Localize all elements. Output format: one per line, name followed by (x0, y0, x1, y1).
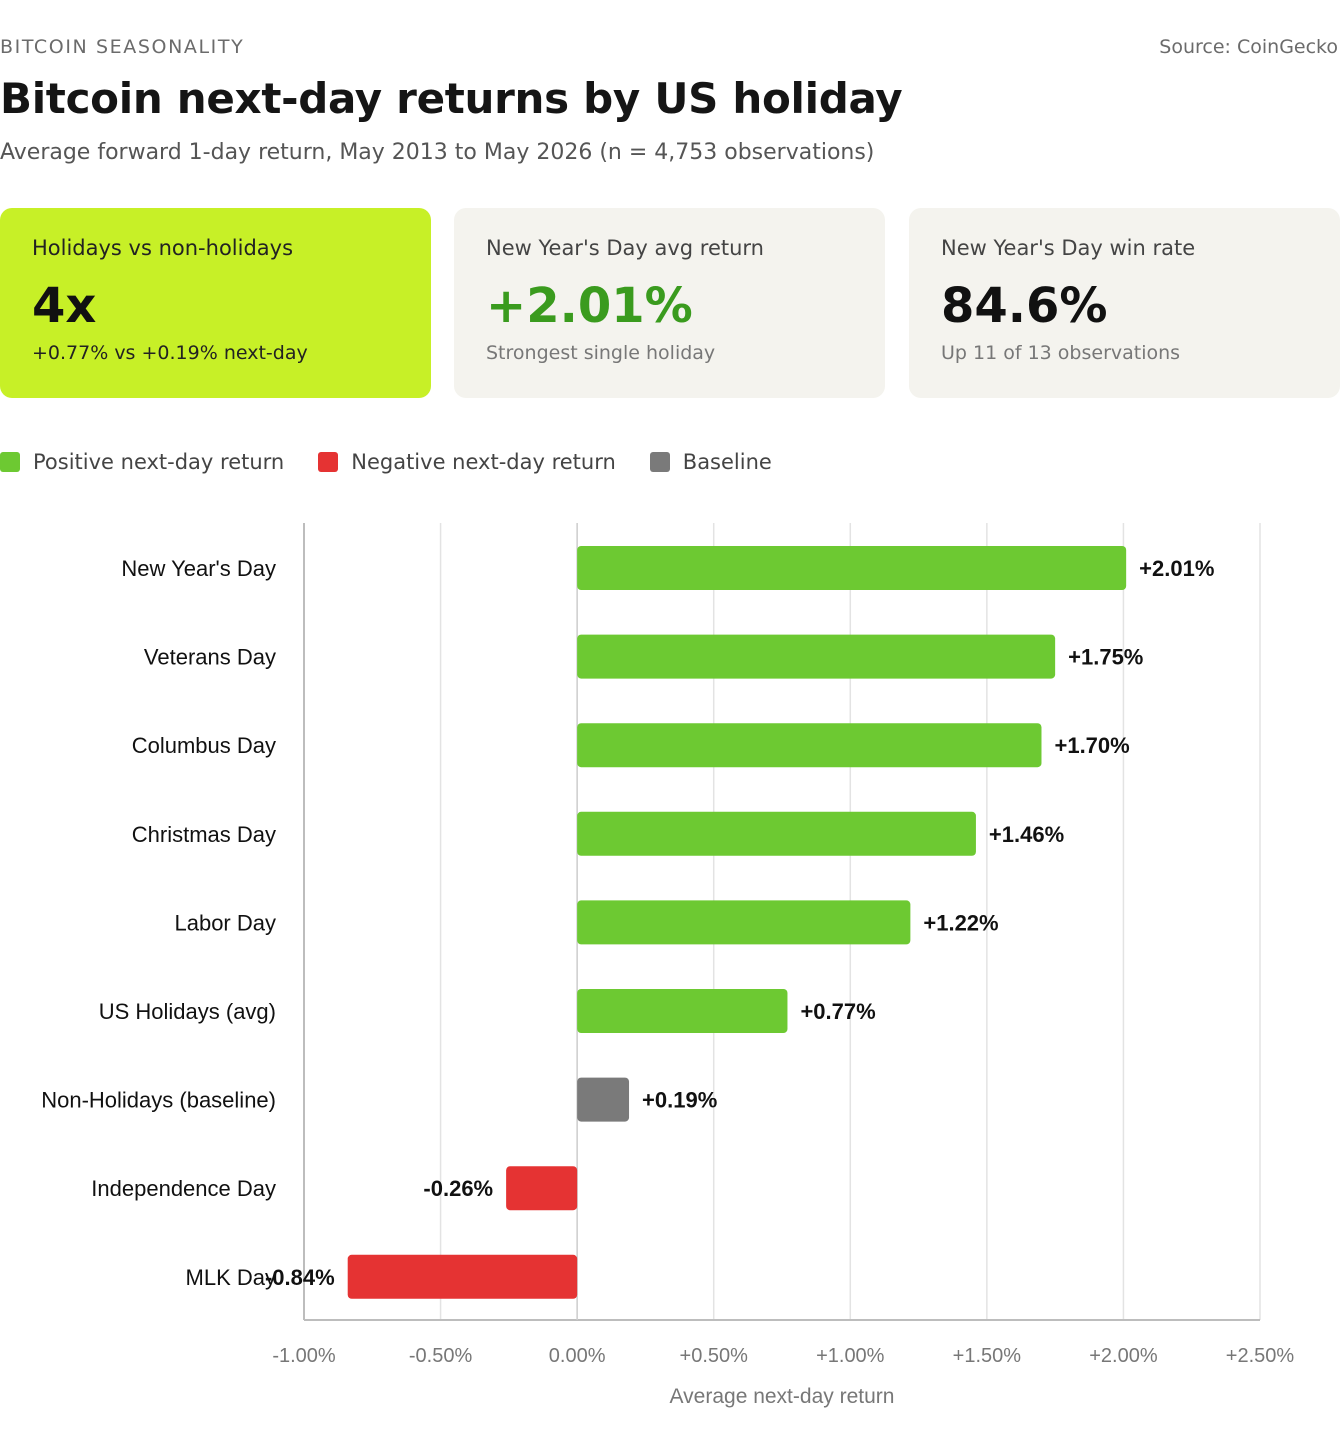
bar (577, 546, 1127, 590)
data-label: -0.26% (423, 1176, 493, 1201)
category-label: Veterans Day (144, 645, 276, 670)
source-note: Source: CoinGecko (1159, 36, 1338, 58)
stat-card-note: Up 11 of 13 observations (941, 342, 1181, 364)
bar (577, 1077, 630, 1122)
x-tick-label: +1.00% (816, 1345, 885, 1367)
x-tick-label: -0.50% (409, 1345, 473, 1367)
data-label: +1.75% (1068, 645, 1143, 670)
stat-card-label: New Year's Day win rate (941, 236, 1196, 260)
stat-card-note: Strongest single holiday (486, 342, 716, 364)
x-tick-label: +2.50% (1226, 1345, 1295, 1367)
category-label: US Holidays (avg) (99, 999, 276, 1024)
category-label: New Year's Day (121, 556, 276, 581)
bar (577, 811, 976, 856)
data-label: -0.84% (265, 1265, 335, 1290)
x-tick-label: 0.00% (549, 1345, 606, 1367)
x-tick-label: +2.00% (1089, 1345, 1158, 1367)
category-label: Independence Day (91, 1176, 276, 1201)
category-label: Labor Day (174, 910, 276, 935)
bar (577, 723, 1042, 768)
data-label: +0.19% (642, 1088, 717, 1113)
data-label: +2.01% (1139, 556, 1214, 581)
x-tick-label: -1.00% (272, 1345, 336, 1367)
category-label: MLK Day (186, 1265, 276, 1290)
legend-swatch-positive (0, 452, 20, 472)
category-label: Non-Holidays (baseline) (41, 1088, 276, 1113)
stat-card-new-year-return: New Year's Day avg return +2.01% Stronge… (454, 208, 885, 398)
data-label: +1.70% (1054, 733, 1129, 758)
stat-card-value: +2.01% (486, 278, 693, 334)
chart-title: Bitcoin next-day returns by US holiday (0, 74, 903, 123)
stat-card-note: +0.77% vs +0.19% next-day (32, 342, 308, 364)
legend-item-positive: Positive next-day return (0, 450, 284, 474)
data-label: +1.22% (923, 910, 998, 935)
data-label: +0.77% (800, 999, 875, 1024)
chart-legend: Positive next-day return Negative next-d… (0, 450, 806, 474)
stat-card-new-year-win-rate: New Year's Day win rate 84.6% Up 11 of 1… (909, 208, 1340, 398)
x-axis-title: Average next-day return (670, 1385, 895, 1408)
category-label: Columbus Day (132, 733, 276, 758)
stat-card-label: New Year's Day avg return (486, 236, 764, 260)
stat-card-value: 84.6% (941, 278, 1108, 334)
stat-card-value: 4x (32, 278, 97, 334)
stat-card-holiday-ratio: Holidays vs non-holidays 4x +0.77% vs +0… (0, 208, 431, 398)
legend-item-baseline: Baseline (649, 450, 772, 474)
bar (577, 989, 788, 1033)
category-label: Christmas Day (132, 822, 276, 847)
data-label: +1.46% (989, 822, 1064, 847)
legend-swatch-baseline (649, 452, 670, 472)
x-tick-label: +1.50% (953, 1345, 1022, 1367)
legend-item-negative: Negative next-day return (318, 450, 616, 474)
legend-label-negative: Negative next-day return (351, 450, 616, 474)
legend-label-baseline: Baseline (682, 450, 772, 474)
eyebrow-label: BITCOIN SEASONALITY (0, 36, 245, 58)
legend-swatch-negative (318, 452, 339, 472)
chart-subtitle: Average forward 1-day return, May 2013 t… (0, 140, 875, 165)
bar (577, 900, 911, 945)
bar (506, 1166, 578, 1211)
legend-label-positive: Positive next-day return (33, 450, 285, 474)
bar (347, 1254, 578, 1299)
bar (577, 634, 1056, 679)
stat-card-label: Holidays vs non-holidays (32, 236, 294, 260)
x-tick-label: +0.50% (680, 1345, 749, 1367)
